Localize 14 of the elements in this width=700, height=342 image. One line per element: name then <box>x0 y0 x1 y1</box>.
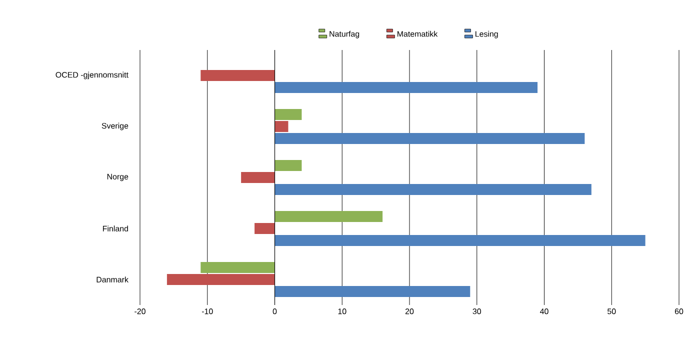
bar <box>166 274 275 285</box>
bar <box>241 172 275 183</box>
bar <box>274 184 592 195</box>
bar <box>274 235 646 246</box>
bar <box>274 133 585 144</box>
bar <box>274 121 288 132</box>
bar <box>274 109 302 120</box>
bar <box>200 262 275 273</box>
bar <box>274 286 470 297</box>
bar <box>274 82 538 94</box>
bar <box>254 223 275 234</box>
bar <box>274 160 302 171</box>
bar <box>274 211 383 222</box>
bar <box>200 70 275 81</box>
